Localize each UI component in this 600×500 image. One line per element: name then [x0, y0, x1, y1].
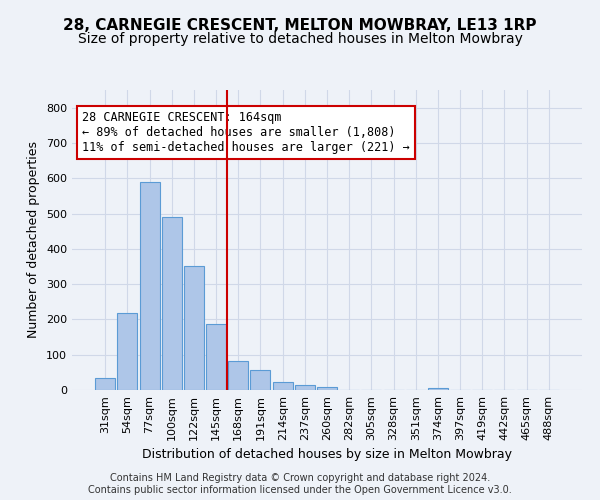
Text: Contains HM Land Registry data © Crown copyright and database right 2024.
Contai: Contains HM Land Registry data © Crown c…: [88, 474, 512, 495]
Bar: [95, 378, 115, 390]
Bar: [295, 385, 315, 390]
Bar: [228, 360, 248, 390]
Bar: [272, 382, 293, 390]
Text: Size of property relative to detached houses in Melton Mowbray: Size of property relative to detached ho…: [77, 32, 523, 46]
Bar: [184, 266, 204, 390]
X-axis label: Distribution of detached houses by size in Melton Mowbray: Distribution of detached houses by size …: [142, 448, 512, 462]
Bar: [317, 387, 337, 390]
Bar: [206, 324, 226, 390]
Bar: [118, 313, 137, 390]
Bar: [428, 388, 448, 390]
Text: 28 CARNEGIE CRESCENT: 164sqm
← 89% of detached houses are smaller (1,808)
11% of: 28 CARNEGIE CRESCENT: 164sqm ← 89% of de…: [82, 111, 410, 154]
Y-axis label: Number of detached properties: Number of detached properties: [28, 142, 40, 338]
Text: 28, CARNEGIE CRESCENT, MELTON MOWBRAY, LE13 1RP: 28, CARNEGIE CRESCENT, MELTON MOWBRAY, L…: [63, 18, 537, 32]
Bar: [250, 370, 271, 390]
Bar: [162, 217, 182, 390]
Bar: [140, 182, 160, 390]
